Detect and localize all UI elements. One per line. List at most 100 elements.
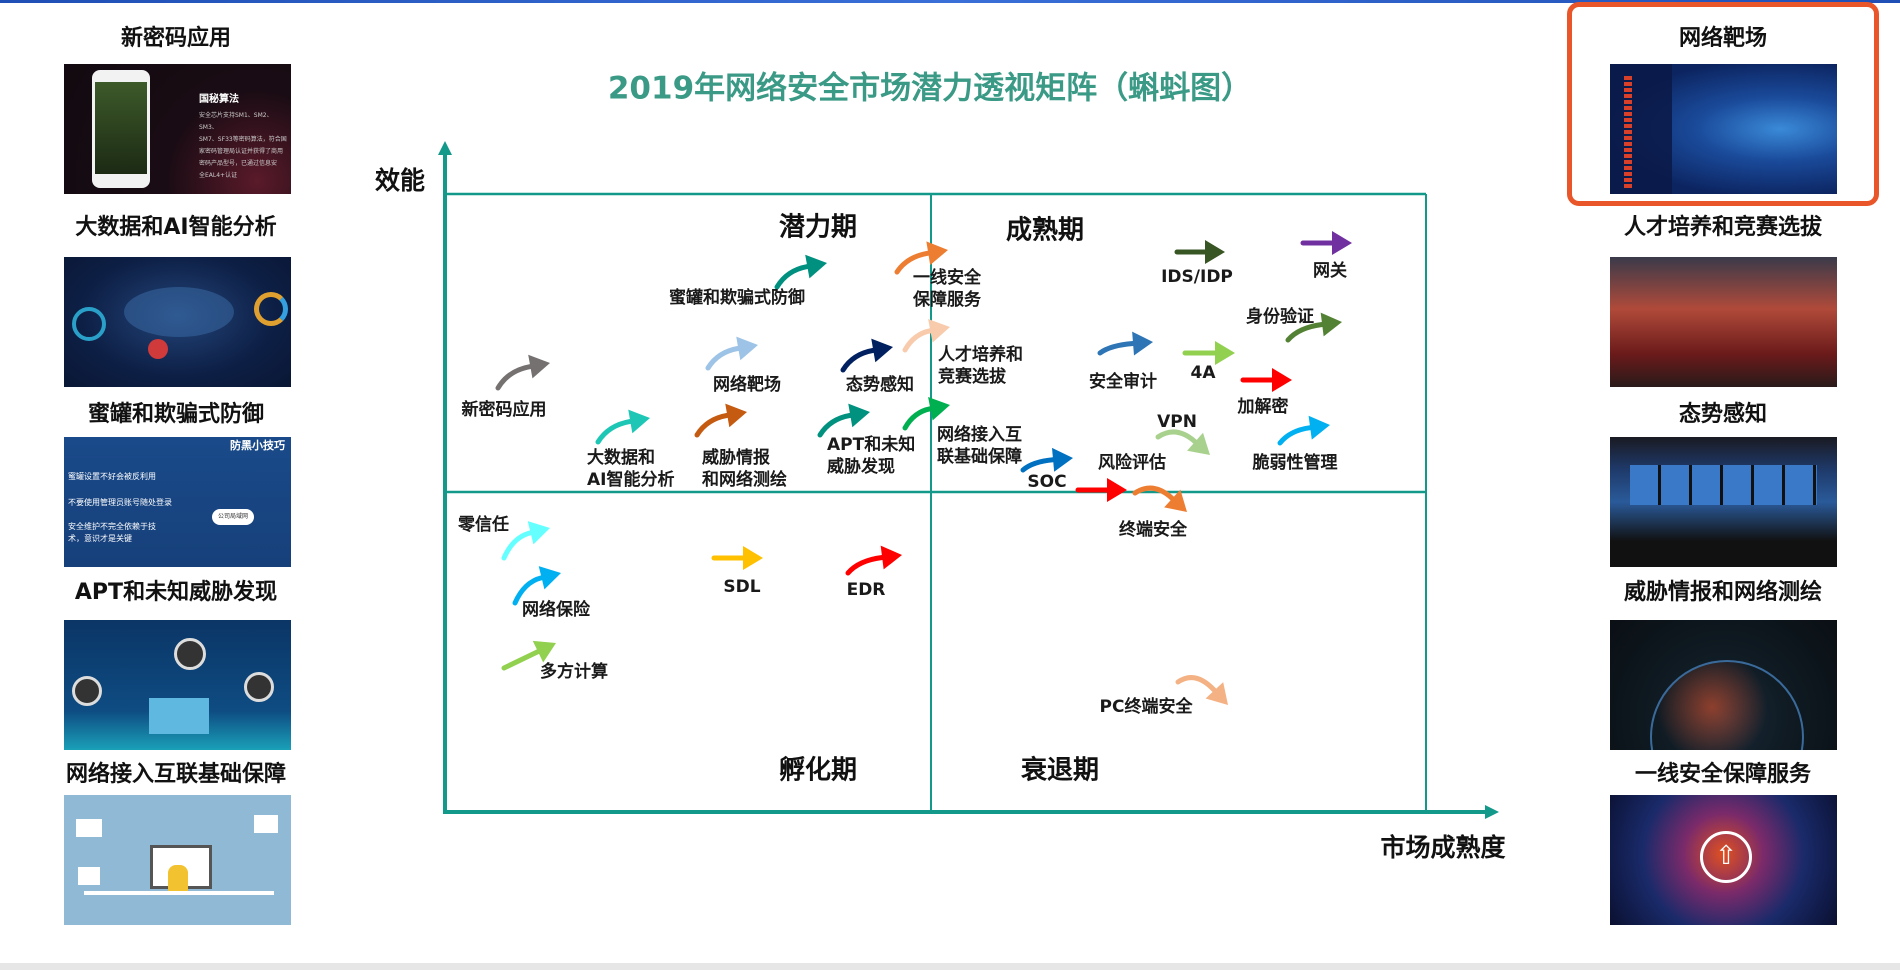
- matrix-frame: [438, 141, 1499, 819]
- arrow-head: [725, 403, 747, 428]
- matrix-item-label: 终端安全: [1119, 520, 1187, 540]
- trend-arrow: [495, 354, 550, 391]
- arrow-shaft: [595, 418, 633, 445]
- left-panel-image-honeypot[interactable]: 防黑小技巧 蜜罐设置不好会被反利用 不要使用管理员账号随处登录 安全维护不完全依…: [64, 437, 291, 567]
- arrow-head: [628, 409, 650, 434]
- trend-arrows: [495, 231, 1352, 705]
- trend-arrow: [501, 521, 550, 561]
- matrix-item-label: VPN: [1157, 412, 1197, 432]
- matrix-item-label: 态势感知: [846, 375, 914, 395]
- matrix-item-label: SOC: [1027, 472, 1067, 492]
- hacker-icon: [72, 676, 102, 706]
- arrow-shaft: [774, 264, 810, 290]
- arrow-shaft: [1132, 485, 1175, 501]
- left-panel-title: 大数据和AI智能分析: [75, 215, 277, 240]
- matrix-item-label: 风险评估: [1098, 453, 1166, 473]
- city-shape: [149, 698, 209, 734]
- trend-arrow: [1132, 485, 1187, 512]
- image-tip: 不要使用管理员账号随处登录: [68, 498, 172, 507]
- trend-arrow: [817, 403, 870, 438]
- left-panel-image-apt[interactable]: [64, 620, 291, 750]
- arrow-head: [926, 241, 948, 266]
- arrow-shaft: [1277, 425, 1313, 446]
- person-icon: [168, 865, 188, 895]
- left-panel-title: 新密码应用: [120, 26, 231, 51]
- matrix-item-label: 一线安全 保障服务: [913, 268, 981, 310]
- arrow-head: [1187, 432, 1210, 455]
- left-panel-title: 蜜罐和欺骗式防御: [87, 402, 264, 427]
- matrix-item-label: IDS/IDP: [1161, 267, 1233, 287]
- cloud-icon: 公司局域网: [212, 509, 255, 525]
- trend-arrow: [1174, 240, 1225, 264]
- right-panel-image-threat-intel[interactable]: [1610, 620, 1837, 750]
- right-panel-title: 人才培养和竞赛选拔: [1623, 215, 1822, 240]
- arrow-shaft: [512, 575, 545, 606]
- image-tip: 安全维护不完全依赖于技 术，意识才是关键: [68, 522, 156, 543]
- arrow-shaft: [501, 530, 534, 561]
- matrix-item-label: 加解密: [1237, 397, 1289, 417]
- left-panel-title: 网络接入互联基础保障: [65, 762, 286, 787]
- right-panel-image-cyber-range[interactable]: [1610, 64, 1837, 194]
- quadrant-label-incubation: 孵化期: [778, 755, 858, 786]
- trend-arrow: [1175, 675, 1228, 705]
- cloud-upload-icon: ⇧: [1700, 831, 1752, 883]
- quadrant-label-decline: 衰退期: [1020, 755, 1100, 786]
- matrix-item-label: 多方计算: [540, 662, 608, 682]
- trend-arrow: [1240, 368, 1292, 392]
- matrix-item-label: APT和未知 威胁发现: [827, 435, 916, 477]
- trend-arrow: [1182, 341, 1235, 365]
- x-axis-arrowhead: [1485, 805, 1499, 819]
- matrix-item-label: 威胁情报 和网络测绘: [702, 448, 787, 490]
- arrow-shaft: [694, 412, 730, 438]
- world-map-shape: [124, 287, 234, 337]
- arrow-shaft: [894, 250, 931, 275]
- arrow-head: [538, 566, 561, 590]
- right-panel-title: 态势感知: [1678, 402, 1767, 427]
- left-panel-image-bigdata[interactable]: [64, 257, 291, 387]
- arrow-shaft: [1175, 675, 1217, 693]
- trend-arrow: [845, 545, 902, 576]
- matrix-item-label: 网关: [1313, 261, 1347, 281]
- right-panel-image-talent[interactable]: [1610, 257, 1837, 387]
- arrow-head: [743, 546, 763, 570]
- trend-arrow: [1300, 231, 1352, 255]
- trend-arrow: [894, 241, 948, 275]
- arrow-shaft: [902, 328, 933, 353]
- globe-shape: [1650, 660, 1804, 750]
- arrow-head: [1132, 331, 1153, 356]
- arrow-head: [1320, 312, 1342, 337]
- trend-arrow: [595, 409, 650, 445]
- arrow-shaft: [501, 649, 541, 671]
- x-axis-label: 市场成熟度: [1380, 833, 1506, 862]
- hacker-icon: [174, 638, 206, 670]
- matrix-item-label: 零信任: [458, 515, 509, 535]
- image-heading: 国秘算法: [199, 94, 239, 105]
- arrow-head: [736, 336, 758, 361]
- arrow-head: [880, 545, 902, 570]
- trend-arrow: [1155, 429, 1210, 455]
- bottom-bar: [0, 963, 1900, 970]
- trend-arrow: [840, 338, 893, 373]
- left-panel-image-crypto[interactable]: 国秘算法 安全芯片支持SM1、SM2、SM3、 SM7、SF33等密码算法，符合…: [64, 64, 291, 194]
- matrix-item-label: 脆弱性管理: [1252, 453, 1338, 473]
- selected-panel-highlight: [1567, 2, 1879, 206]
- trend-arrow: [711, 546, 763, 570]
- right-panel-image-situational-awareness[interactable]: [1610, 437, 1837, 567]
- left-panel-image-network-access[interactable]: [64, 795, 291, 925]
- arrow-shaft: [1097, 341, 1136, 356]
- right-panel-title: 威胁情报和网络测绘: [1623, 580, 1822, 605]
- arrow-head: [1052, 447, 1073, 472]
- quadrant-label-mature: 成熟期: [1005, 215, 1085, 246]
- trend-arrow: [1075, 478, 1127, 502]
- right-panel-image-frontline-service[interactable]: ⇧: [1610, 795, 1837, 925]
- image-tip: 蜜罐设置不好会被反利用: [68, 472, 156, 481]
- top-accent-bar: [0, 0, 1900, 3]
- matrix-item-label: PC终端安全: [1099, 697, 1193, 717]
- matrix-item-label: 网络保险: [522, 600, 590, 620]
- matrix-item-label: 蜜罐和欺骗式防御: [669, 288, 805, 308]
- arrow-head: [1308, 415, 1330, 440]
- arrow-head: [528, 354, 550, 379]
- trend-arrow: [902, 396, 950, 431]
- trend-arrow: [902, 318, 950, 353]
- arrow-shaft: [1155, 429, 1198, 445]
